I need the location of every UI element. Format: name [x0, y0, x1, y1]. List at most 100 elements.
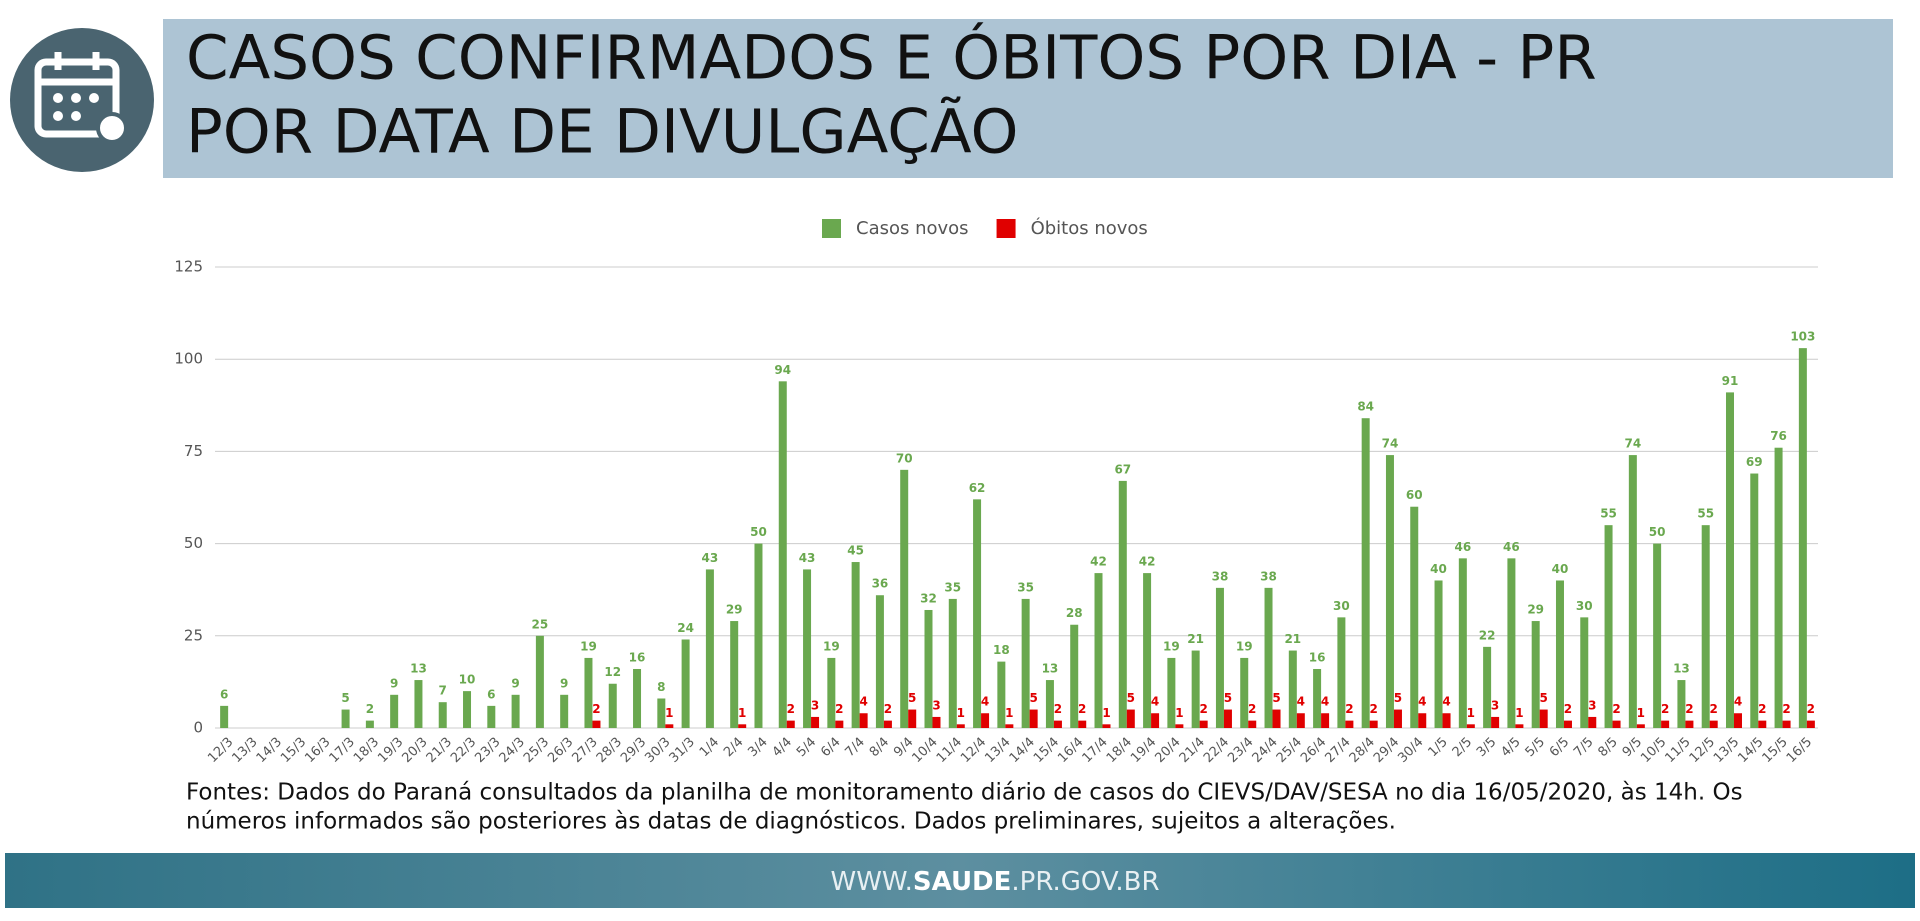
- bar: [1199, 720, 1208, 728]
- data-label: 5: [1394, 691, 1402, 705]
- x-tick-label: 24/3: [497, 735, 528, 766]
- bar: [778, 381, 787, 728]
- bar: [875, 595, 884, 728]
- bar: [1053, 720, 1062, 728]
- x-tick-label: 5/5: [1523, 735, 1548, 760]
- bar: [341, 709, 350, 728]
- x-tick-label: 17/3: [327, 735, 358, 766]
- data-label: 16: [1309, 650, 1326, 664]
- x-tick-label: 14/3: [254, 735, 285, 766]
- data-label: 38: [1212, 569, 1229, 583]
- bar: [1264, 587, 1273, 728]
- x-tick-label: 24/4: [1250, 735, 1281, 766]
- bar: [1345, 720, 1354, 728]
- y-tick-label: 0: [193, 719, 203, 737]
- bar: [1798, 348, 1807, 728]
- x-tick-label: 6/4: [818, 735, 843, 760]
- x-tick-label: 29/3: [618, 735, 649, 766]
- bar: [1466, 724, 1475, 728]
- footer-url: WWW.SAUDE.PR.GOV.BR: [830, 867, 1159, 897]
- x-tick-label: 23/3: [472, 735, 503, 766]
- bar: [535, 635, 544, 728]
- data-label: 50: [1649, 525, 1666, 539]
- data-label: 9: [511, 676, 519, 690]
- x-tick-label: 18/3: [351, 735, 382, 766]
- y-tick-label: 25: [184, 626, 203, 644]
- data-label: 4: [1734, 695, 1742, 709]
- bar: [1337, 617, 1346, 728]
- legend-swatch: [822, 219, 841, 238]
- bar: [584, 657, 593, 728]
- data-label: 2: [1248, 702, 1256, 716]
- bar: [1701, 525, 1710, 728]
- data-label: 35: [944, 580, 961, 594]
- bar: [1045, 680, 1054, 728]
- bar: [438, 702, 447, 728]
- bar: [883, 720, 892, 728]
- bar: [1272, 709, 1281, 728]
- x-tick-label: 13/3: [229, 735, 260, 766]
- bar: [1661, 720, 1670, 728]
- url-part: WWW.: [830, 867, 912, 897]
- data-label: 42: [1090, 555, 1107, 569]
- data-label: 36: [872, 577, 889, 591]
- bar: [390, 694, 399, 728]
- x-tick-label: 7/4: [843, 735, 868, 760]
- data-label: 24: [677, 621, 694, 635]
- x-tick-label: 15/5: [1760, 735, 1791, 766]
- bar: [1733, 713, 1742, 728]
- data-label: 5: [1540, 691, 1548, 705]
- x-tick-label: 5/4: [794, 735, 819, 760]
- bar: [1685, 720, 1694, 728]
- bar: [1361, 418, 1370, 728]
- sources-line: números informados são posteriores às da…: [186, 809, 1396, 835]
- title-line: POR DATA DE DIVULGAÇÃO: [186, 97, 1019, 168]
- x-tick-label: 2/5: [1450, 735, 1475, 760]
- data-label: 13: [1673, 662, 1690, 676]
- x-tick-label: 23/4: [1225, 735, 1256, 766]
- bar: [1709, 720, 1718, 728]
- data-label: 30: [1576, 599, 1593, 613]
- bar: [1677, 680, 1686, 728]
- x-tick-label: 3/4: [745, 735, 770, 760]
- bar: [1296, 713, 1305, 728]
- x-tick-label: 29/4: [1371, 735, 1402, 766]
- bar: [1555, 580, 1564, 728]
- data-label: 29: [1527, 603, 1544, 617]
- data-label: 67: [1114, 462, 1131, 476]
- bar: [1321, 713, 1330, 728]
- bar: [730, 621, 739, 728]
- x-tick-label: 25/3: [521, 735, 552, 766]
- bar: [973, 499, 982, 728]
- sources-line: Fontes: Dados do Paraná consultados da p…: [186, 780, 1743, 806]
- bar: [827, 657, 836, 728]
- x-tick-label: 16/3: [302, 735, 333, 766]
- data-label: 40: [1552, 562, 1569, 576]
- data-label: 1: [738, 706, 746, 720]
- x-tick-label: 12/4: [958, 735, 989, 766]
- bar: [1410, 506, 1419, 728]
- data-label: 2: [1661, 702, 1669, 716]
- bar: [932, 716, 941, 728]
- url-part: SAUDE: [913, 867, 1012, 897]
- bar: [786, 720, 795, 728]
- bar: [1612, 720, 1621, 728]
- bar: [1563, 720, 1572, 728]
- data-label: 19: [580, 639, 597, 653]
- data-label: 46: [1454, 540, 1471, 554]
- data-label: 1: [1515, 706, 1523, 720]
- bar: [859, 713, 868, 728]
- bar: [1070, 624, 1079, 728]
- data-label: 13: [410, 662, 427, 676]
- data-label: 1: [665, 706, 673, 720]
- data-label: 3: [932, 698, 940, 712]
- data-label: 19: [823, 639, 840, 653]
- x-tick-label: 30/3: [642, 735, 673, 766]
- bar: [1240, 657, 1249, 728]
- x-tick-label: 8/4: [867, 735, 892, 760]
- data-label: 40: [1430, 562, 1447, 576]
- data-label: 55: [1600, 507, 1617, 521]
- x-tick-label: 13/5: [1711, 735, 1742, 766]
- bar: [738, 724, 747, 728]
